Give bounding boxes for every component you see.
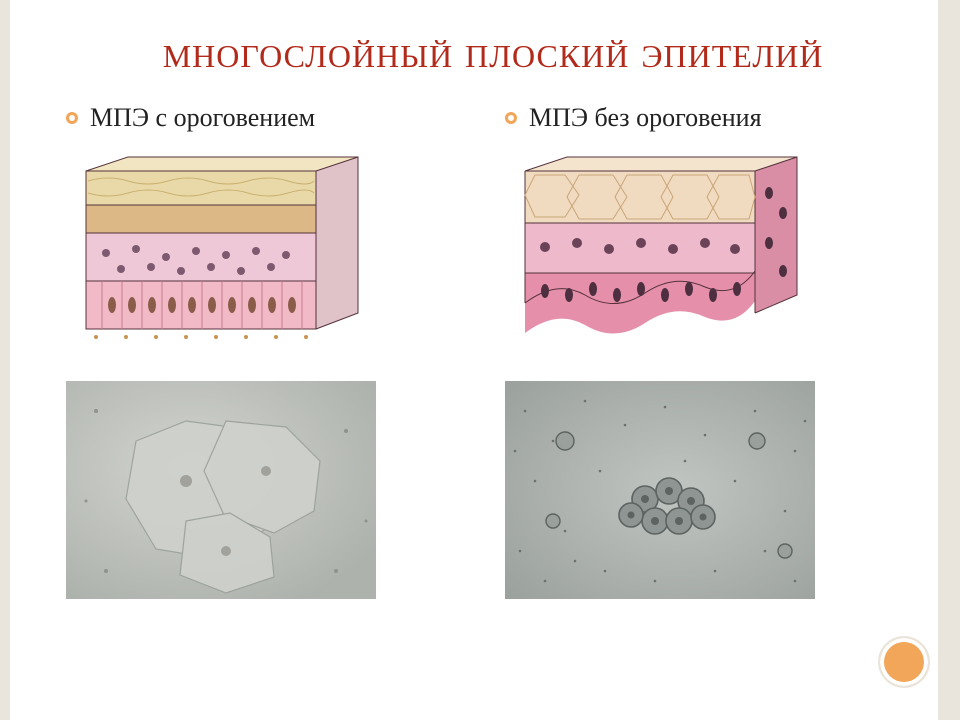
figure-keratinized	[66, 153, 481, 599]
slide-frame: МНОГОСЛОЙНЫЙ ПЛОСКИЙ ЭПИТЕЛИЙ МПЭ с орог…	[0, 0, 960, 720]
accent-dot-icon	[878, 636, 930, 688]
page-title: МНОГОСЛОЙНЫЙ ПЛОСКИЙ ЭПИТЕЛИЙ	[66, 38, 920, 75]
column-label: МПЭ с ороговением	[90, 103, 315, 133]
column-label: МПЭ без ороговения	[529, 103, 762, 133]
column-keratinized: МПЭ с ороговением	[66, 103, 481, 599]
title-wrap: МНОГОСЛОЙНЫЙ ПЛОСКИЙ ЭПИТЕЛИЙ	[66, 28, 920, 75]
micrograph-keratinized	[66, 381, 376, 599]
list-item: МПЭ с ороговением	[66, 103, 481, 133]
micrograph-nonkeratinized	[505, 381, 815, 599]
bullet-icon	[505, 112, 517, 124]
column-nonkeratinized: МПЭ без ороговения	[505, 103, 920, 599]
diagram-nonkeratinized	[505, 153, 815, 353]
bullet-icon	[66, 112, 78, 124]
columns: МПЭ с ороговением	[66, 103, 920, 599]
list-item: МПЭ без ороговения	[505, 103, 920, 133]
diagram-keratinized	[66, 153, 376, 353]
figure-nonkeratinized	[505, 153, 920, 599]
